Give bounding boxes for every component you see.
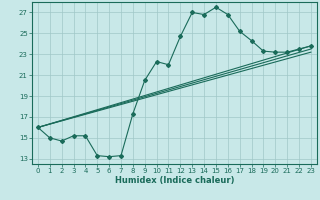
- X-axis label: Humidex (Indice chaleur): Humidex (Indice chaleur): [115, 176, 234, 185]
